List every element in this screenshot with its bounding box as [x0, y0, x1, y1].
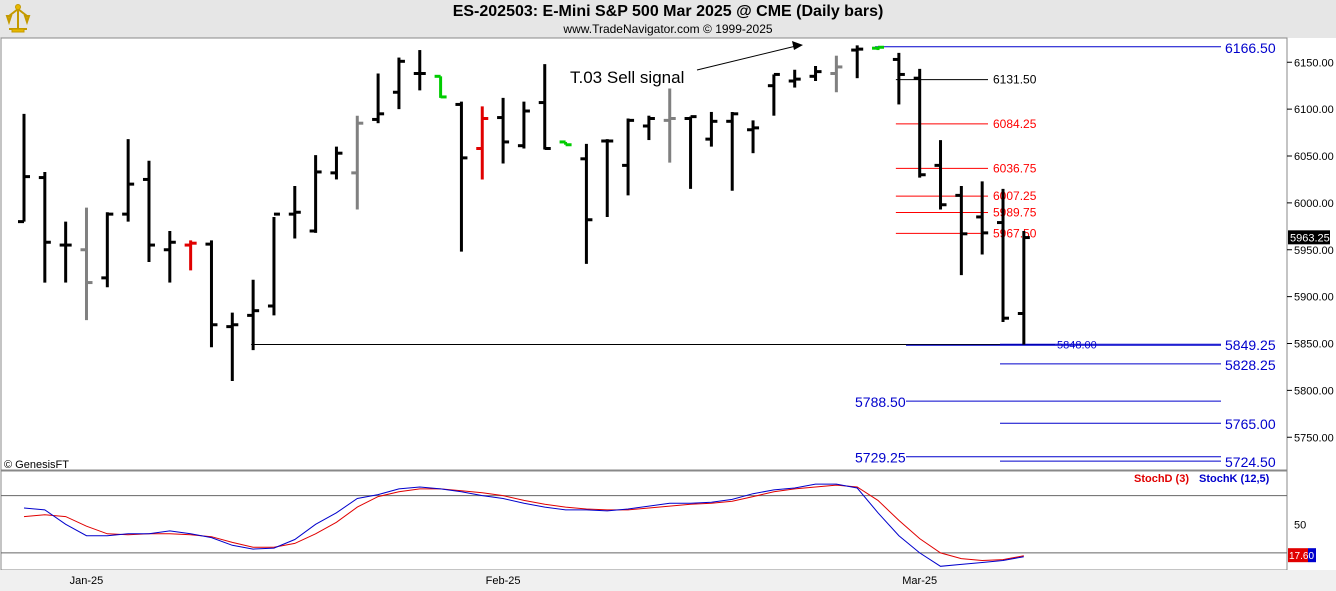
- level-label: 5729.25: [855, 450, 906, 466]
- stoch-d-line: [23, 484, 1024, 562]
- last-price-label: 5963.25: [1290, 232, 1330, 244]
- level-label: 5765.00: [1225, 416, 1276, 432]
- stoch-d-legend: StochD (3): [1134, 473, 1189, 485]
- stoch-last-tag: [1288, 548, 1308, 563]
- title-bar: [0, 0, 1336, 38]
- level-label: 6166.50: [1225, 40, 1276, 56]
- signal-arrow: [696, 45, 797, 71]
- x-tick-label: Feb-25: [486, 575, 521, 587]
- x-tick-label: Jan-25: [70, 575, 104, 587]
- x-tick-label: Mar-25: [902, 575, 937, 587]
- level-label: 5724.50: [1225, 454, 1276, 470]
- y-tick-label: 6000.00: [1294, 198, 1334, 210]
- level-label: 5849.25: [1225, 337, 1276, 353]
- stoch-last-label: 17.60: [1289, 551, 1314, 562]
- level-label: 6036.75: [993, 161, 1037, 175]
- y-tick-label: 6050.00: [1294, 151, 1334, 163]
- y-tick-label: 6150.00: [1294, 57, 1334, 69]
- stoch-tick-label: 50: [1294, 519, 1306, 531]
- time-axis-band: [0, 570, 1336, 591]
- stoch-last-tag-k: [1308, 548, 1316, 563]
- stoch-k-line: [23, 483, 1024, 567]
- y-tick-label: 5950.00: [1294, 245, 1334, 257]
- y-tick-label: 5850.00: [1294, 339, 1334, 351]
- sell-signal-annotation: T.03 Sell signal: [570, 68, 684, 87]
- level-label: 5967.50: [993, 226, 1037, 240]
- arrow-head-icon: [792, 41, 803, 50]
- chart-subtitle: www.TradeNavigator.com © 1999-2025: [563, 22, 773, 36]
- credit-text: © GenesisFT: [4, 459, 69, 471]
- level-label: 6007.25: [993, 189, 1037, 203]
- stochastic-panel-frame: [0, 470, 1288, 571]
- level-label: 5989.75: [993, 205, 1037, 219]
- y-tick-label: 5900.00: [1294, 292, 1334, 304]
- logo-icon: [5, 4, 31, 33]
- y-tick-label: 5750.00: [1294, 432, 1334, 444]
- chart-title: ES-202503: E-Mini S&P 500 Mar 2025 @ CME…: [452, 3, 884, 20]
- y-tick-label: 5800.00: [1294, 385, 1334, 397]
- price-panel-frame: [0, 37, 1288, 471]
- level-label: 6131.50: [993, 73, 1037, 87]
- level-label: 6084.25: [993, 117, 1037, 131]
- level-label: 5788.50: [855, 394, 906, 410]
- y-tick-label: 6100.00: [1294, 104, 1334, 116]
- stoch-k-legend: StochK (12,5): [1199, 473, 1270, 485]
- level-label: 5828.25: [1225, 357, 1276, 373]
- last-price-tag: [1288, 230, 1330, 245]
